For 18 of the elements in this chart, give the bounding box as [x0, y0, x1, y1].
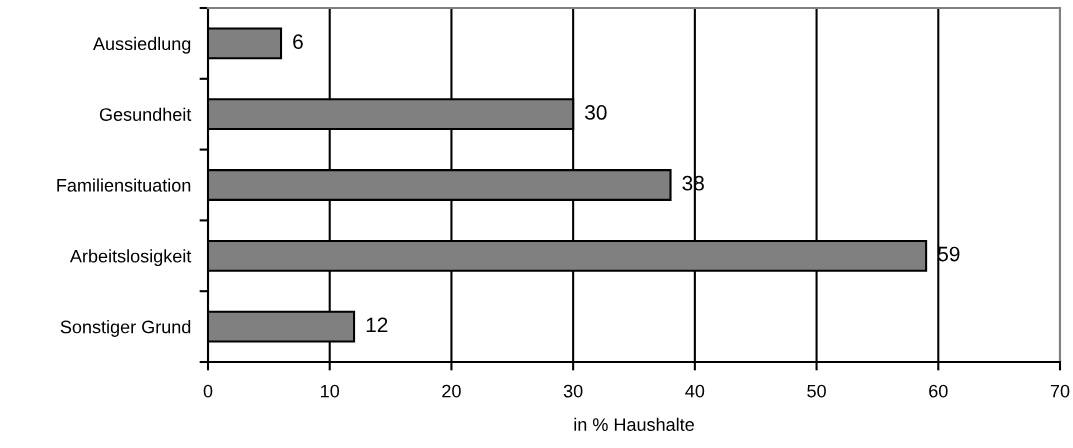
- x-tick-label: 30: [563, 384, 583, 398]
- x-tick-label: 0: [203, 384, 213, 398]
- data-label: 6: [293, 34, 303, 49]
- data-label: 59: [938, 246, 960, 262]
- y-tick-label: Aussiedlung: [93, 36, 191, 54]
- y-tick-label: Sonstiger Grund: [60, 320, 191, 337]
- x-tick-label: 50: [807, 384, 826, 398]
- y-tick-label: Arbeitslosigkeit: [69, 249, 192, 267]
- x-tick-label: 40: [685, 384, 705, 398]
- y-tick-label: Gesundheit: [99, 107, 192, 121]
- data-label: 12: [366, 317, 388, 332]
- data-label: 30: [585, 105, 607, 120]
- x-tick-label: 10: [321, 384, 340, 398]
- y-tick-label: Familiensituation: [57, 178, 191, 192]
- x-tick-label: 20: [442, 384, 461, 398]
- x-tick-label: 70: [1050, 384, 1070, 398]
- x-axis-title: in % Haushalte: [574, 417, 694, 431]
- x-tick-label: 60: [929, 384, 948, 398]
